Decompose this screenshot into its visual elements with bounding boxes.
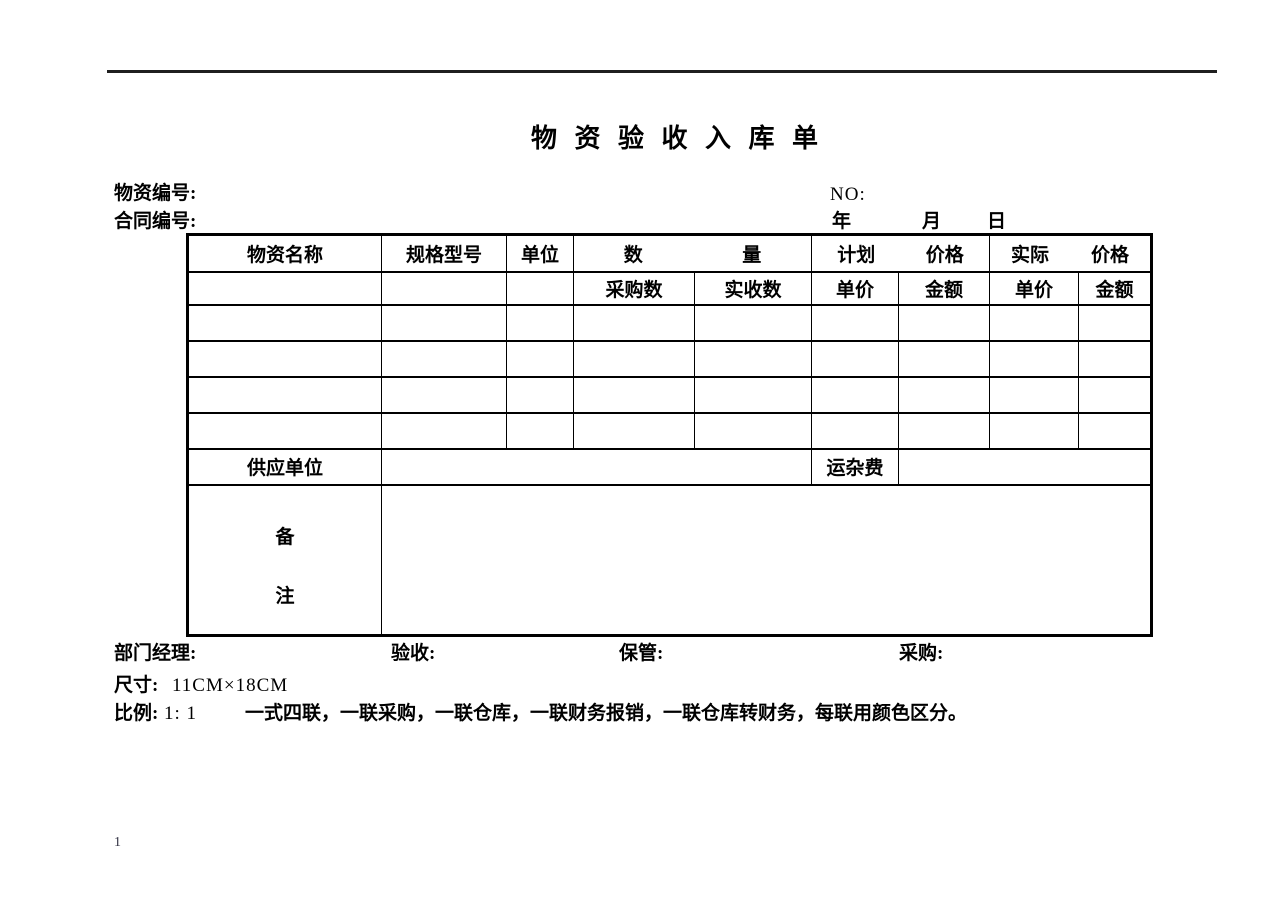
acceptance-label: 验收: [391,643,436,664]
empty-cell [573,411,695,450]
header-unit: 单位 [506,233,574,273]
header-row-1: 物资名称 规格型号 单位 数 量 计划 价格 实 [187,233,1152,273]
quantity-char-2: 量 [742,244,762,266]
remark-value-cell [381,483,1152,637]
no-label: NO: [830,184,866,205]
empty-cell [573,339,695,378]
month-label: 月 [922,211,942,232]
day-label: 日 [987,211,1007,232]
size-label: 尺寸: [114,675,159,696]
header-planned-price: 计划 价格 [811,233,990,273]
header-row-2: 采购数 实收数 单价 金额 单价 金额 [187,270,1152,306]
empty-cell [573,303,695,342]
empty-cell [187,375,382,414]
page-title: 物 资 验 收 入 库 单 [530,124,820,153]
actual-price-split: 实际 价格 [991,240,1151,267]
empty-cell [187,411,382,450]
material-receipt-table: 物资名称 规格型号 单位 数 量 计划 价格 实 [186,233,1153,637]
header-actual-price: 实际 价格 [989,233,1152,273]
empty-cell [506,411,574,450]
empty-cell [1078,303,1152,342]
header-material-name: 物资名称 [187,233,382,273]
empty-cell [811,303,899,342]
empty-cell [187,270,382,306]
remark-row: 备 注 [187,483,1152,637]
empty-cell [811,411,899,450]
empty-cell [381,375,507,414]
empty-cell [898,339,990,378]
empty-cell [694,339,812,378]
data-row [187,303,1152,342]
empty-cell [694,411,812,450]
actual-price-word-2: 价格 [1090,244,1129,266]
empty-cell [898,411,990,450]
empty-cell [898,303,990,342]
empty-cell [694,303,812,342]
freight-value-cell [898,447,1152,486]
scale-label: 比例: [114,703,159,724]
empty-cell [1078,411,1152,450]
empty-cell [506,339,574,378]
remark-char-2: 注 [275,585,295,607]
header-actual-unit-price: 单价 [989,270,1079,306]
remark-label-stack: 备 注 [189,487,381,634]
remark-label: 备 注 [187,483,382,637]
empty-cell [506,375,574,414]
header-spec-model: 规格型号 [381,233,507,273]
empty-cell [381,270,507,306]
planned-price-split: 计划 价格 [813,240,989,267]
planned-price-word-2: 价格 [925,244,964,266]
planned-price-word-1: 计划 [837,244,876,266]
storage-label: 保管: [619,643,664,664]
empty-cell [573,375,695,414]
scale-value: 1: 1 [164,703,198,724]
freight-label: 运杂费 [811,447,899,486]
remark-char-1: 备 [275,526,295,548]
data-row [187,339,1152,378]
supplier-row: 供应单位 运杂费 [187,447,1152,486]
header-actual-amount: 金额 [1078,270,1152,306]
supplier-label: 供应单位 [187,447,382,486]
empty-cell [989,375,1079,414]
empty-cell [1078,339,1152,378]
header-rule-divider [107,70,1217,73]
purchase-label: 采购: [899,643,944,664]
header-quantity: 数 量 [573,233,812,273]
empty-cell [381,303,507,342]
empty-cell [187,303,382,342]
empty-cell [989,339,1079,378]
empty-cell [381,411,507,450]
empty-cell [187,339,382,378]
header-plan-amount: 金额 [898,270,990,306]
empty-cell [989,411,1079,450]
header-purchase-qty: 采购数 [573,270,695,306]
contract-no-label: 合同编号: [114,211,197,232]
quantity-char-1: 数 [623,244,643,266]
material-no-label: 物资编号: [114,183,197,204]
dept-manager-label: 部门经理: [114,643,197,664]
quantity-split: 数 量 [575,240,811,267]
size-value: 11CM×18CM [172,675,289,696]
copies-note: 一式四联，一联采购，一联仓库，一联财务报销，一联仓库转财务，每联用颜色区分。 [245,703,968,724]
page-number: 1 [114,835,121,850]
empty-cell [694,375,812,414]
header-received-qty: 实收数 [694,270,812,306]
supplier-value-cell [381,447,812,486]
data-row [187,411,1152,450]
empty-cell [811,375,899,414]
empty-cell [811,339,899,378]
empty-cell [898,375,990,414]
actual-price-word-1: 实际 [1010,244,1049,266]
empty-cell [989,303,1079,342]
year-label: 年 [832,211,852,232]
empty-cell [506,270,574,306]
empty-cell [506,303,574,342]
header-plan-unit-price: 单价 [811,270,899,306]
empty-cell [1078,375,1152,414]
empty-cell [381,339,507,378]
data-row [187,375,1152,414]
